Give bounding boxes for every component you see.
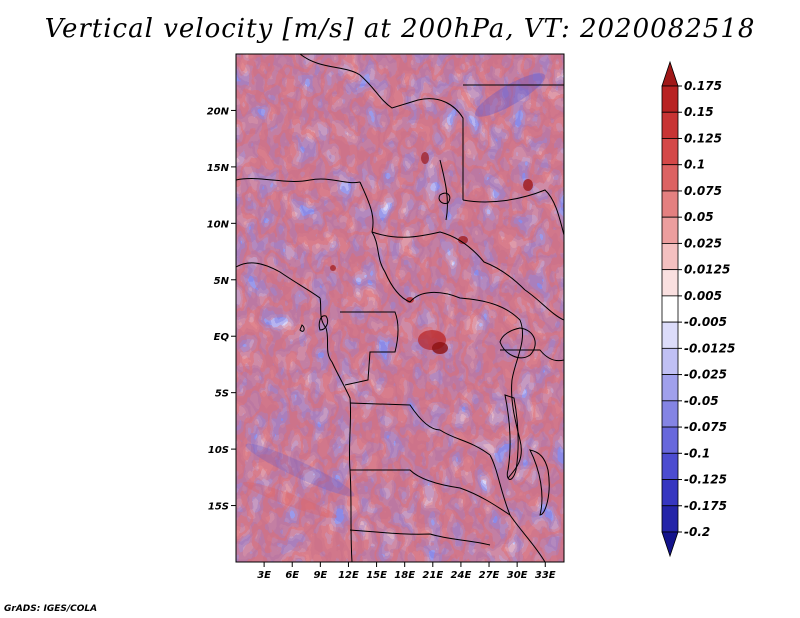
colorbar-label: 0.1 bbox=[684, 158, 705, 172]
lake-tanganyika bbox=[504, 394, 519, 480]
colorbar-top-arrow bbox=[661, 60, 679, 87]
colorbar-segment bbox=[661, 269, 679, 297]
downdraft-band bbox=[245, 443, 355, 497]
colorbar-label: 0.005 bbox=[684, 289, 722, 303]
x-tick-label: 9E bbox=[313, 570, 327, 581]
lake-malawi bbox=[529, 449, 550, 516]
border-tanzania bbox=[500, 349, 564, 362]
border-angola-zambia bbox=[350, 469, 511, 516]
updraft-cell bbox=[432, 342, 448, 354]
colorbar-segment bbox=[661, 295, 679, 323]
colorbar-label: 0.15 bbox=[684, 105, 714, 119]
colorbar-segment bbox=[661, 505, 679, 533]
colorbar-segment bbox=[661, 216, 679, 244]
x-tick-label: 21E bbox=[422, 570, 443, 581]
colorbar-segment bbox=[661, 479, 679, 507]
colorbar-label: 0.175 bbox=[684, 79, 722, 93]
island-bioko bbox=[318, 315, 329, 331]
updraft-cell bbox=[523, 179, 533, 191]
colorbar-segment bbox=[661, 452, 679, 480]
chart-title: Vertical velocity [m/s] at 200hPa, VT: 2… bbox=[44, 14, 756, 44]
x-tick-label: 6E bbox=[285, 570, 299, 581]
border-north bbox=[299, 54, 464, 200]
credit-label: GrADS: IGES/COLA bbox=[4, 604, 98, 614]
strong-updraft-cells bbox=[242, 73, 545, 519]
colorbar-segment bbox=[661, 426, 679, 454]
y-tick-label: 15S bbox=[208, 502, 229, 513]
updraft-cell bbox=[330, 265, 336, 271]
colorbar-label: -0.05 bbox=[684, 394, 719, 408]
colorbar-label: 0.025 bbox=[684, 236, 722, 250]
colorbar-label: -0.005 bbox=[684, 315, 727, 329]
x-tick-label: 3E bbox=[257, 570, 271, 581]
axis-ticks: 3E 6E 9E 12E 15E 18E 21E 24E 27E 30E 33E 20N 15N 10N 5… bbox=[207, 106, 556, 581]
colorbar-segment bbox=[661, 111, 679, 139]
border-angola-drc bbox=[349, 402, 491, 456]
colorbar-segment bbox=[661, 243, 679, 271]
y-tick-label: 20N bbox=[207, 106, 230, 117]
colorbar-segment bbox=[661, 374, 679, 402]
x-tick-label: 24E bbox=[451, 570, 472, 581]
updraft-cell bbox=[458, 236, 468, 244]
colorbar: 0.175 0.15 0.125 0.1 0.075 0.05 0.025 0.0125 0.0… bbox=[661, 60, 735, 558]
x-tick-label: 15E bbox=[366, 570, 387, 581]
border-drc-north bbox=[409, 292, 524, 381]
downdraft-band bbox=[475, 73, 545, 117]
colorbar-segment bbox=[661, 85, 679, 113]
y-tick-label: 5N bbox=[214, 276, 230, 287]
colorbar-label: 0.075 bbox=[684, 184, 722, 198]
border-niger bbox=[236, 178, 361, 184]
colorbar-segment bbox=[661, 347, 679, 375]
map-plot-area bbox=[236, 54, 564, 562]
y-tick-label: 5S bbox=[215, 389, 229, 400]
y-tick-label: 10N bbox=[207, 219, 230, 230]
border-sudan-ethiopia bbox=[462, 189, 564, 236]
border-uganda-kenya bbox=[524, 289, 564, 321]
colorbar-label: -0.125 bbox=[684, 473, 727, 487]
border-namibia bbox=[349, 529, 491, 546]
x-tick-label: 33E bbox=[535, 570, 556, 581]
border-zambia-zimbabwe bbox=[489, 454, 546, 562]
border-car-sudan bbox=[371, 231, 526, 291]
y-tick-label: EQ bbox=[214, 332, 230, 343]
colorbar-label: 0.05 bbox=[684, 210, 714, 224]
y-tick-label: 15N bbox=[207, 163, 230, 174]
x-tick-label: 18E bbox=[394, 570, 415, 581]
colorbar-label: -0.175 bbox=[684, 499, 727, 513]
lake-victoria bbox=[499, 327, 536, 359]
map-frame bbox=[235, 53, 565, 563]
colorbar-label: -0.075 bbox=[684, 420, 727, 434]
field-positive-noise bbox=[236, 54, 564, 562]
colorbar-segment bbox=[661, 321, 679, 349]
colorbar-segment bbox=[661, 138, 679, 166]
island-sao-tome bbox=[299, 324, 305, 332]
country-borders bbox=[236, 54, 564, 562]
colorbar-bottom-arrow bbox=[661, 531, 679, 558]
x-tick-label: 30E bbox=[507, 570, 528, 581]
updraft-cell bbox=[421, 152, 429, 164]
border-gabon-congo bbox=[340, 311, 399, 386]
colorbar-label: 0.0125 bbox=[684, 263, 730, 277]
y-tick-label: 10S bbox=[208, 445, 229, 456]
colorbar-label: 0.125 bbox=[684, 131, 722, 145]
colorbar-label: -0.1 bbox=[684, 446, 710, 460]
colorbar-segment bbox=[661, 400, 679, 428]
colorbar-label: -0.0125 bbox=[684, 341, 735, 355]
updraft-cell bbox=[406, 297, 414, 303]
colorbar-label: -0.2 bbox=[684, 525, 710, 539]
border-cameroon-chad bbox=[359, 181, 411, 303]
updraft-band bbox=[242, 481, 338, 519]
lake-chad bbox=[438, 192, 451, 204]
coastline-west-africa bbox=[236, 262, 321, 299]
border-chad-sudan bbox=[439, 159, 448, 221]
colorbar-label: -0.025 bbox=[684, 368, 727, 382]
x-tick-label: 27E bbox=[479, 570, 500, 581]
colorbar-segment bbox=[661, 164, 679, 192]
colorbar-segment bbox=[661, 190, 679, 218]
x-tick-label: 12E bbox=[338, 570, 359, 581]
